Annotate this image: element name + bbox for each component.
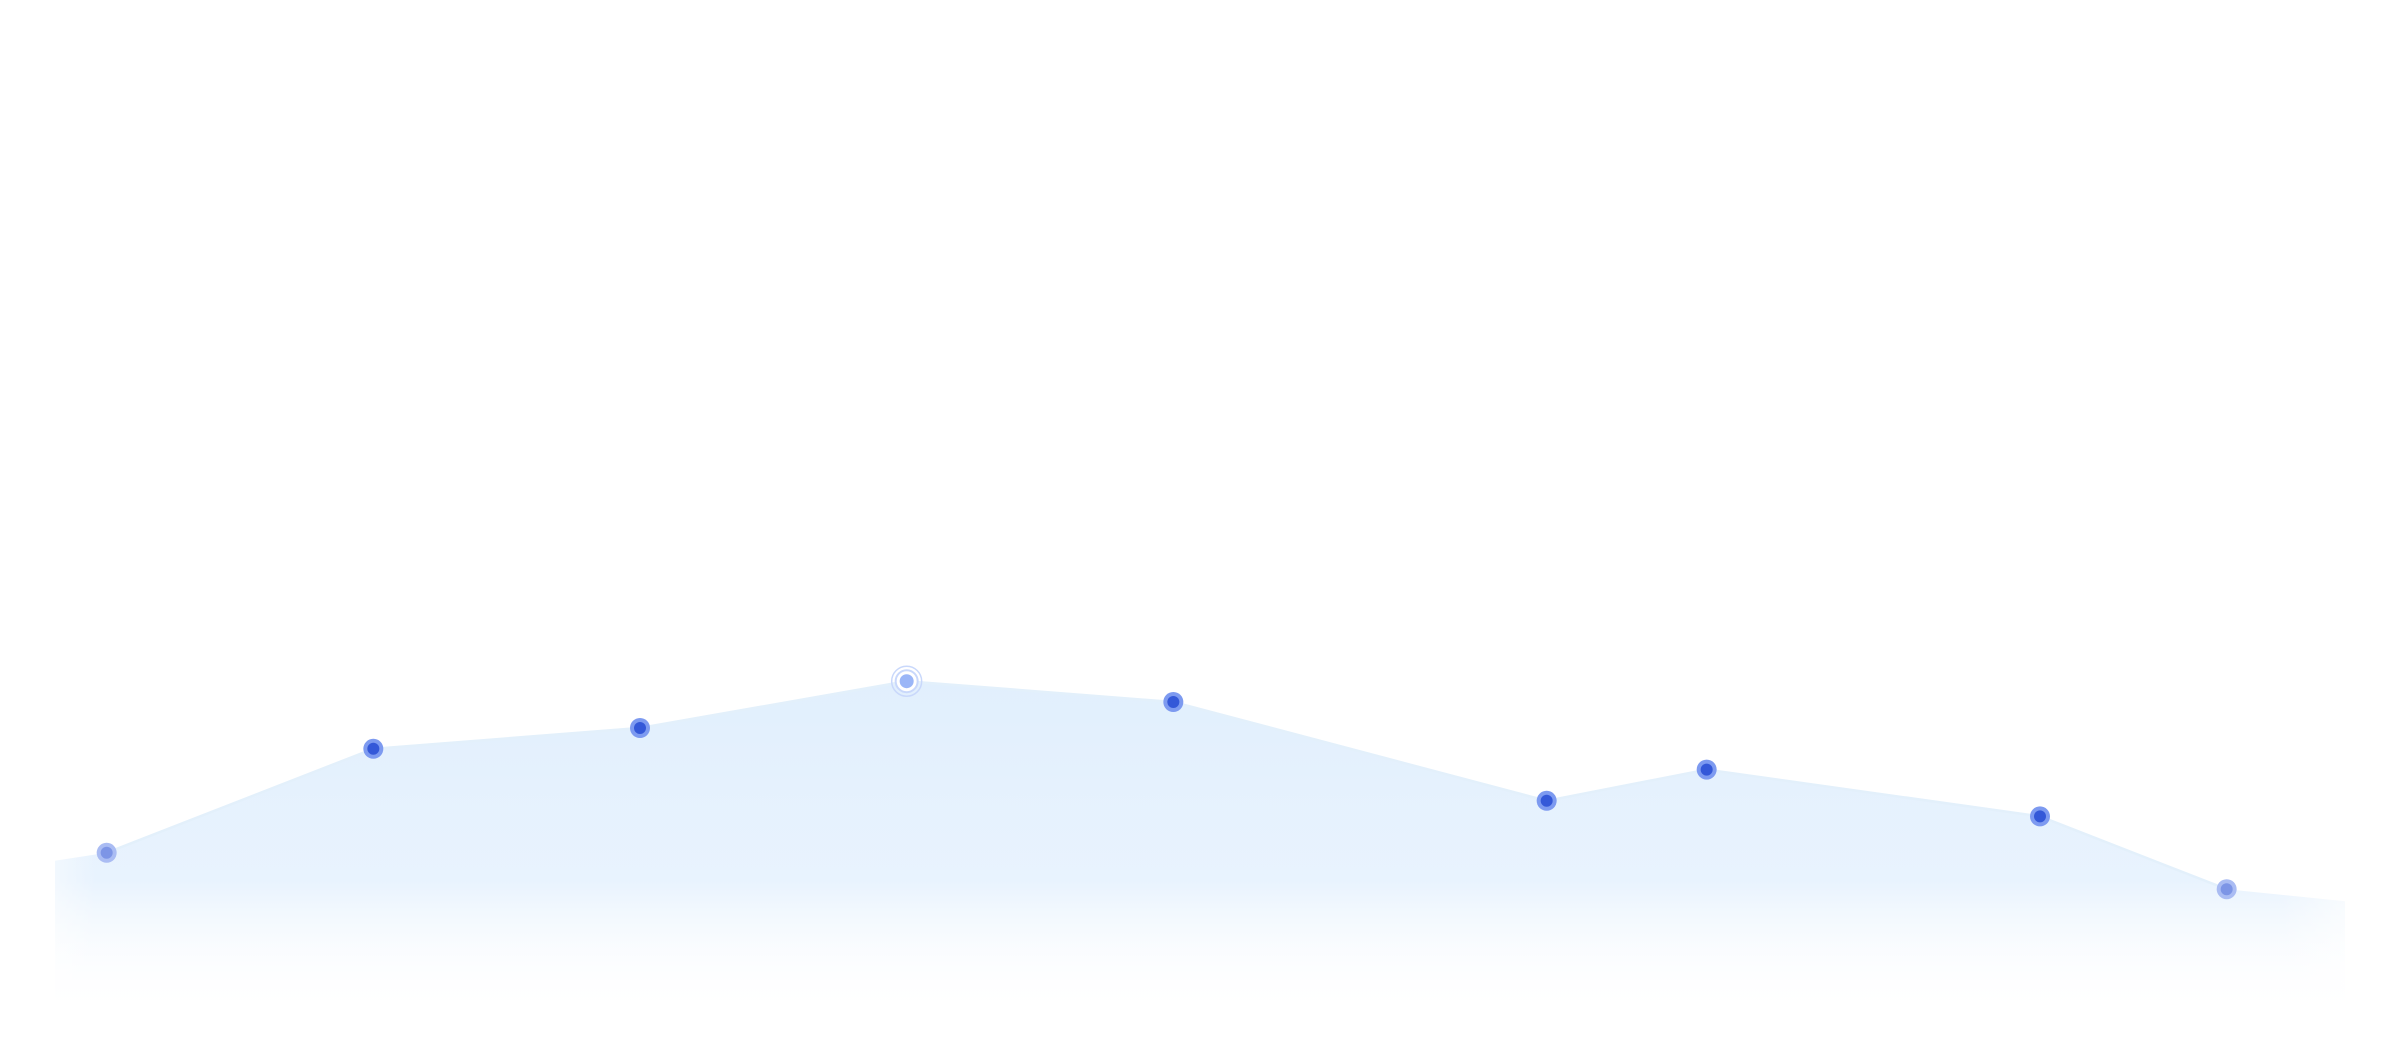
data-point-core [2220, 883, 2233, 896]
data-point-core [634, 722, 646, 734]
data-point[interactable] [96, 842, 117, 863]
data-point[interactable] [2216, 879, 2237, 900]
data-point-core [367, 742, 380, 755]
data-point-halo [890, 665, 923, 697]
data-points-layer [96, 665, 2237, 900]
data-point-core [100, 846, 113, 859]
data-point[interactable] [1163, 692, 1184, 712]
data-point-core [1700, 763, 1713, 776]
area-edge-fade [0, 600, 2400, 1040]
data-point[interactable] [1536, 790, 1557, 811]
data-point-core [2034, 810, 2046, 823]
data-point[interactable] [630, 718, 650, 738]
data-point-core [1540, 794, 1553, 807]
data-point[interactable] [890, 665, 923, 697]
data-point[interactable] [363, 738, 384, 759]
data-point[interactable] [2030, 806, 2050, 827]
data-point[interactable] [1696, 759, 1717, 780]
area-series-layer [0, 600, 2400, 1040]
data-point-core [1167, 696, 1180, 708]
data-point-core [899, 674, 914, 689]
